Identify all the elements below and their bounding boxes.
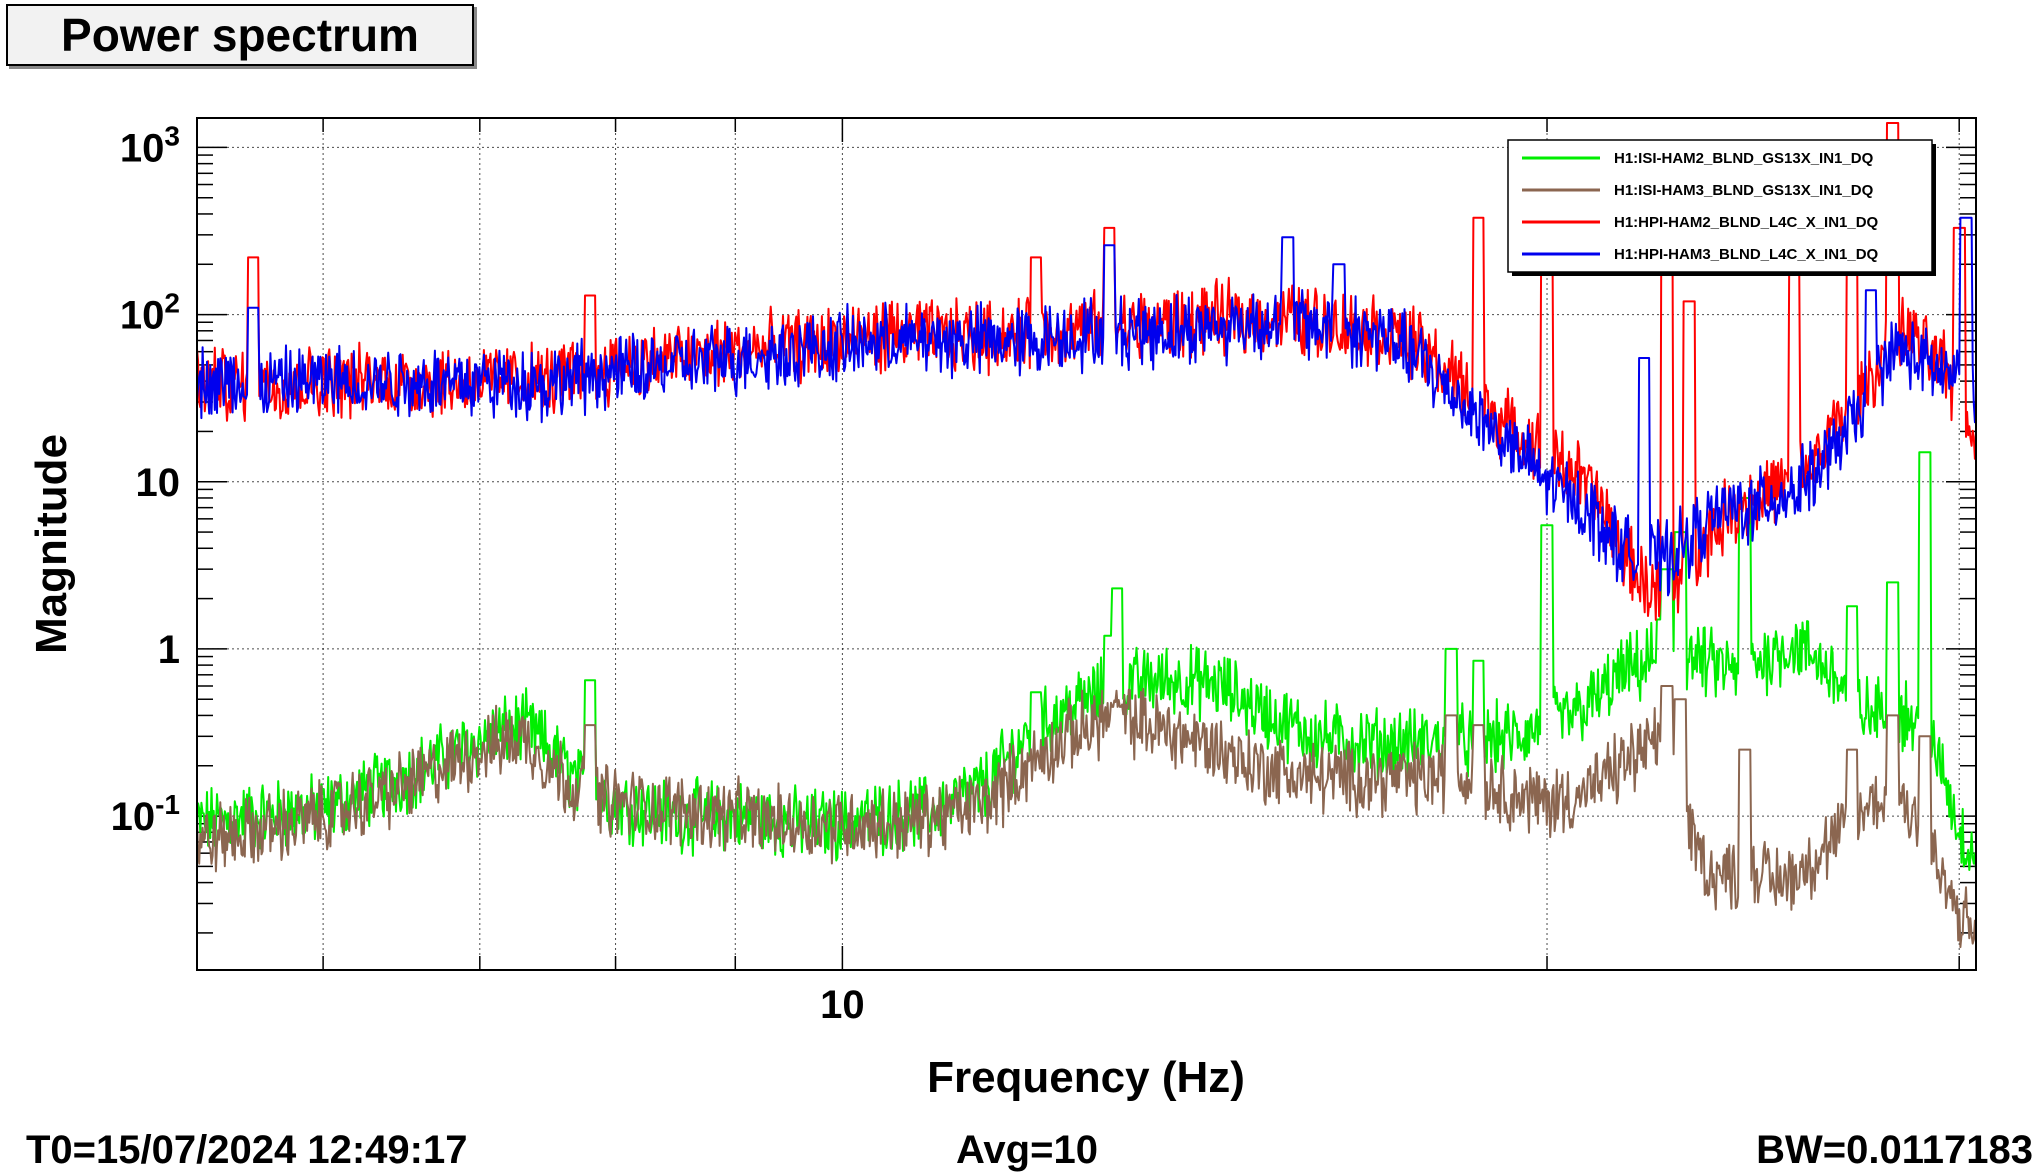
series-line-4: [196, 216, 1977, 597]
footer-avg: Avg=10: [956, 1128, 1098, 1172]
y-tick-label: 103: [120, 120, 180, 170]
label-layer: 10 10-1 1 10 102 103 Frequency (Hz) Magnitude: [27, 120, 1245, 1102]
x-axis-label: Frequency (Hz): [927, 1053, 1245, 1102]
legend-label: H1:ISI-HAM2_BLND_GS13X_IN1_DQ: [1614, 150, 1874, 167]
chart-title-box: Power spectrum: [6, 4, 474, 66]
legend: H1:ISI-HAM2_BLND_GS13X_IN1_DQ H1:ISI-HAM3…: [1507, 139, 1936, 276]
footer-t0: T0=15/07/2024 12:49:17: [26, 1128, 468, 1172]
series-line-2: [196, 685, 1977, 949]
legend-label: H1:ISI-HAM3_BLND_GS13X_IN1_DQ: [1614, 182, 1874, 199]
chart-title: Power spectrum: [61, 9, 419, 61]
series-layer: [196, 122, 1977, 949]
y-tick-label: 10: [136, 461, 181, 505]
y-tick-label: 1: [158, 628, 180, 672]
y-axis-label: Magnitude: [27, 434, 76, 654]
plot-frame: [196, 117, 1977, 971]
y-tick-label: 10-1: [111, 789, 180, 839]
legend-label: H1:HPI-HAM2_BLND_L4C_X_IN1_DQ: [1614, 214, 1879, 231]
y-tick-label: 102: [120, 288, 180, 338]
x-tick-label: 10: [820, 983, 865, 1027]
legend-box: [1507, 139, 1933, 273]
legend-label: H1:HPI-HAM3_BLND_L4C_X_IN1_DQ: [1614, 246, 1879, 263]
footer-bw: BW=0.0117183: [1756, 1128, 2033, 1172]
